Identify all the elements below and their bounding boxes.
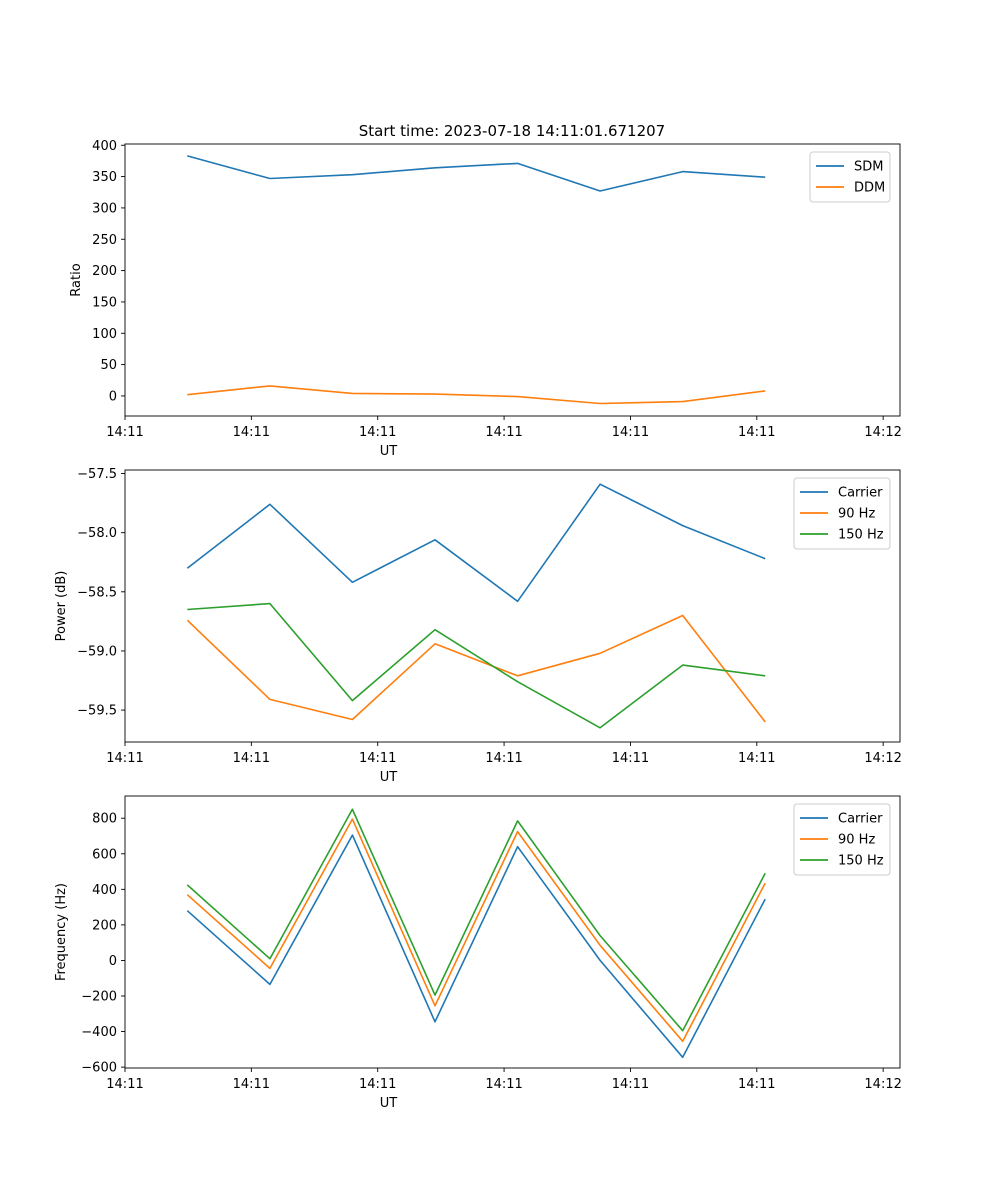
series-line-90-hz	[186, 818, 766, 1043]
series-line-150-hz	[187, 602, 766, 729]
legend-box	[793, 477, 891, 550]
x-tick-label: 14:11	[359, 1077, 396, 1092]
y-tick-label: 0	[109, 389, 117, 404]
legend-label: Carrier	[838, 486, 883, 501]
y-tick-label: −400	[81, 1025, 117, 1040]
y-tick-label: 200	[92, 264, 117, 279]
y-tick-label: 100	[92, 327, 117, 342]
y-tick-label: −59.0	[77, 644, 117, 659]
legend-label: 90 Hz	[838, 833, 875, 848]
y-tick-label: −200	[81, 990, 117, 1005]
x-tick-label: 14:12	[864, 1077, 901, 1092]
x-tick-label: 14:11	[612, 1077, 649, 1092]
chart-title: Start time: 2023-07-18 14:11:01.671207	[359, 122, 665, 140]
x-tick-label: 14:11	[738, 425, 775, 440]
y-tick-label: 150	[92, 295, 117, 310]
legend: SDM DDM	[809, 151, 891, 203]
x-tick-label: 14:11	[738, 751, 775, 766]
legend-box	[793, 803, 891, 876]
x-tick-label: 14:11	[106, 751, 143, 766]
legend: Carrier 90 Hz 150 Hz	[793, 477, 891, 550]
x-tick-label: 14:11	[485, 751, 522, 766]
x-tick-label: 14:11	[612, 751, 649, 766]
series-line-ddm	[187, 385, 766, 405]
series-line-90-hz	[186, 614, 766, 723]
x-axis-label: UT	[380, 1096, 398, 1111]
x-tick-label: 14:11	[485, 425, 522, 440]
legend-label: Carrier	[838, 812, 883, 827]
x-tick-label: 14:11	[106, 425, 143, 440]
x-tick-label: 14:11	[233, 1077, 270, 1092]
y-tick-label: −59.5	[77, 704, 117, 719]
axes-frame	[124, 143, 901, 417]
series-line-carrier	[186, 483, 766, 603]
y-axis-label: Ratio	[69, 263, 84, 296]
y-axis-label: Frequency (Hz)	[54, 883, 69, 981]
axes-frame	[124, 795, 901, 1069]
series-line-sdm	[187, 155, 766, 192]
y-tick-label: 50	[100, 358, 117, 373]
y-tick-label: 600	[92, 847, 117, 862]
legend-label: DDM	[854, 181, 885, 196]
x-tick-label: 14:11	[359, 425, 396, 440]
x-tick-label: 14:11	[485, 1077, 522, 1092]
x-tick-label: 14:11	[233, 425, 270, 440]
y-tick-label: −57.5	[77, 467, 117, 482]
x-axis-label: UT	[380, 770, 398, 785]
y-tick-label: 200	[92, 918, 117, 933]
y-tick-label: −600	[81, 1061, 117, 1076]
y-tick-label: 0	[109, 954, 117, 969]
x-tick-label: 14:12	[864, 751, 901, 766]
x-tick-label: 14:11	[738, 1077, 775, 1092]
subplot-2: 14:11 14:11 14:11 14:11 14:11 14:11 14:12 −57.5…	[54, 467, 902, 785]
legend-label: 150 Hz	[838, 854, 884, 869]
y-tick-label: 250	[92, 233, 117, 248]
series-line-carrier	[186, 834, 766, 1059]
x-tick-label: 14:11	[359, 751, 396, 766]
legend-box	[809, 151, 891, 203]
x-tick-label: 14:11	[233, 751, 270, 766]
x-tick-label: 14:11	[106, 1077, 143, 1092]
subplot-1: 14:11 14:11 14:11 14:11 14:11 14:11 14:12 0 50 10…	[69, 139, 902, 459]
legend-label: 90 Hz	[838, 507, 875, 522]
legend: Carrier 90 Hz 150 Hz	[793, 803, 891, 876]
subplot-3: 14:11 14:11 14:11 14:11 14:11 14:11 14:12 −600 −…	[54, 795, 902, 1111]
y-tick-label: −58.0	[77, 526, 117, 541]
y-tick-label: −58.5	[77, 585, 117, 600]
y-tick-label: 400	[92, 139, 117, 154]
y-tick-label: 300	[92, 201, 117, 216]
y-tick-label: 800	[92, 812, 117, 827]
axes-frame	[124, 469, 901, 743]
subplots: 14:11 14:11 14:11 14:11 14:11 14:11 14:12 0 50 10…	[54, 139, 902, 1111]
x-tick-label: 14:11	[612, 425, 649, 440]
y-tick-label: 350	[92, 170, 117, 185]
y-tick-label: 400	[92, 883, 117, 898]
legend-label: 150 Hz	[838, 528, 884, 543]
y-axis-label: Power (dB)	[54, 571, 69, 642]
x-tick-label: 14:12	[864, 425, 901, 440]
legend-label: SDM	[854, 160, 883, 175]
x-axis-label: UT	[380, 444, 398, 459]
series-line-150-hz	[186, 808, 766, 1032]
